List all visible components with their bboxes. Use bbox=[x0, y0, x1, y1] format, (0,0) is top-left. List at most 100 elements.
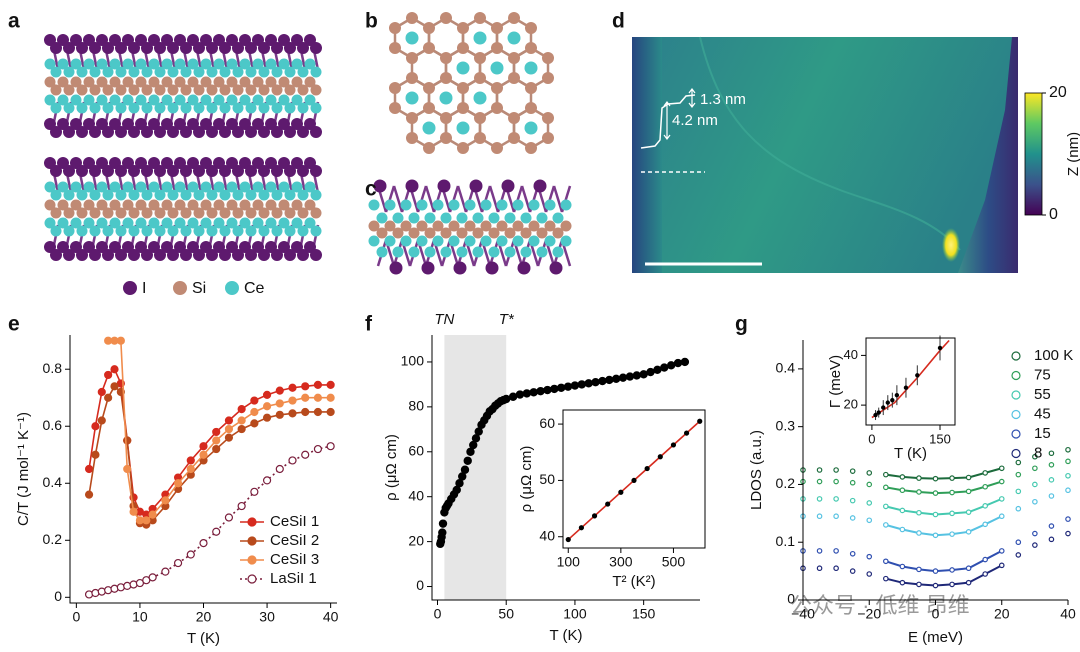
data-point bbox=[452, 485, 461, 495]
atom bbox=[109, 94, 121, 106]
shade-label: TN bbox=[434, 311, 454, 328]
x-tick-label: 20 bbox=[196, 609, 212, 625]
x-tick-label: 100 bbox=[563, 606, 587, 622]
data-point bbox=[849, 468, 856, 474]
atom bbox=[50, 102, 62, 114]
y-axis-label: C/T (J mol⁻¹ K⁻¹) bbox=[15, 412, 32, 526]
data-point bbox=[833, 513, 839, 520]
legend-marker bbox=[1011, 370, 1021, 381]
atom bbox=[141, 189, 153, 201]
atom bbox=[96, 199, 108, 211]
atom bbox=[544, 199, 556, 211]
atom bbox=[400, 235, 412, 247]
x-tick-label: 40 bbox=[323, 609, 339, 625]
atom bbox=[542, 72, 554, 84]
bond bbox=[488, 185, 500, 213]
data-point bbox=[949, 489, 955, 496]
atom bbox=[83, 94, 95, 106]
atom bbox=[278, 199, 290, 211]
atom bbox=[200, 199, 212, 211]
data-point bbox=[123, 436, 132, 445]
atom bbox=[271, 207, 283, 219]
atom bbox=[456, 121, 470, 135]
atom bbox=[232, 66, 244, 78]
data-point bbox=[899, 563, 906, 570]
y-tick-label: 0 bbox=[787, 591, 795, 607]
data-point bbox=[1032, 481, 1038, 488]
atom bbox=[271, 66, 283, 78]
atom bbox=[63, 42, 75, 54]
atom bbox=[83, 217, 95, 229]
data-point bbox=[916, 581, 922, 588]
y-tick-label: 60 bbox=[539, 415, 555, 431]
legend-marker bbox=[1011, 351, 1021, 361]
atom bbox=[456, 246, 468, 258]
atom bbox=[115, 126, 127, 138]
atom bbox=[187, 181, 199, 193]
atom bbox=[44, 94, 56, 106]
data-point bbox=[529, 388, 538, 397]
atom bbox=[193, 84, 205, 96]
atom bbox=[76, 102, 88, 114]
data-point bbox=[262, 476, 272, 485]
atom bbox=[389, 22, 401, 34]
data-point bbox=[833, 496, 839, 502]
atom bbox=[265, 76, 277, 88]
data-point bbox=[458, 472, 467, 481]
atom bbox=[89, 225, 101, 237]
atom bbox=[239, 217, 251, 229]
data-point bbox=[84, 490, 94, 499]
atom bbox=[542, 112, 554, 124]
atom bbox=[232, 42, 244, 54]
atom bbox=[245, 84, 257, 96]
data-point bbox=[1065, 530, 1071, 537]
legend-marker bbox=[1011, 429, 1021, 439]
atom bbox=[310, 84, 322, 96]
atom bbox=[488, 227, 500, 239]
legend-label: Ce bbox=[244, 280, 265, 297]
atom bbox=[128, 42, 140, 54]
atom bbox=[480, 220, 492, 232]
data-point bbox=[186, 550, 195, 559]
atom bbox=[206, 207, 218, 219]
atom bbox=[297, 66, 309, 78]
atom bbox=[213, 94, 225, 106]
data-point bbox=[883, 575, 889, 582]
atom bbox=[128, 249, 140, 261]
atom bbox=[70, 199, 82, 211]
data-point bbox=[301, 450, 310, 459]
atom bbox=[206, 102, 218, 114]
atom bbox=[128, 189, 140, 201]
atom bbox=[525, 102, 537, 114]
atom bbox=[297, 84, 309, 96]
atom bbox=[560, 220, 572, 232]
atom bbox=[206, 84, 218, 96]
height-profile bbox=[640, 94, 696, 149]
atom bbox=[167, 42, 179, 54]
x-tick-label: 50 bbox=[498, 606, 514, 622]
colorbar-tick-label: 0 bbox=[1049, 206, 1058, 223]
atom bbox=[161, 94, 173, 106]
atom bbox=[258, 66, 270, 78]
data-point bbox=[899, 474, 906, 480]
atom bbox=[128, 225, 140, 237]
atom bbox=[297, 225, 309, 237]
data-point bbox=[883, 471, 889, 478]
step-height: 1.3 nm bbox=[700, 91, 746, 108]
data-point bbox=[625, 372, 635, 381]
atom bbox=[141, 66, 153, 78]
data-point bbox=[110, 365, 119, 374]
atom bbox=[44, 58, 56, 70]
atom bbox=[193, 102, 205, 114]
atom bbox=[258, 225, 270, 237]
atom bbox=[389, 261, 403, 275]
atom bbox=[109, 181, 121, 193]
data-point bbox=[463, 456, 472, 465]
axes bbox=[69, 335, 337, 604]
atom bbox=[297, 189, 309, 201]
atom bbox=[76, 42, 88, 54]
data-point bbox=[1065, 472, 1071, 479]
data-point bbox=[998, 513, 1005, 520]
data-point bbox=[502, 394, 511, 404]
data-point bbox=[97, 387, 106, 397]
